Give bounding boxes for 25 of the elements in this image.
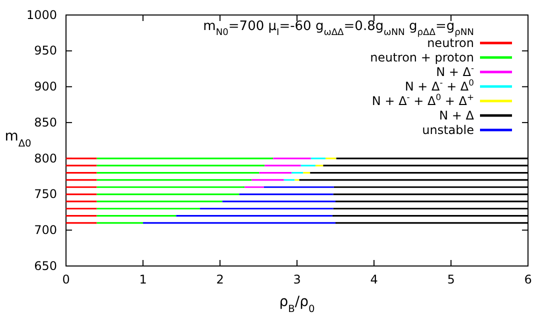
x-tick-label: 6 <box>524 272 532 287</box>
x-tick-label: 5 <box>447 272 455 287</box>
y-tick-label: 1000 <box>26 8 57 22</box>
y-tick-label: 750 <box>34 187 57 202</box>
y-tick-label: 650 <box>34 258 57 273</box>
legend-label: unstable <box>422 123 474 137</box>
y-tick-label: 800 <box>34 151 57 166</box>
y-tick-label: 850 <box>34 115 57 130</box>
x-tick-label: 3 <box>293 272 301 287</box>
legend-label: N + Δ <box>439 108 475 122</box>
text: m$_{N0}$=700 μ$_{I}$=-60 g$_{ωΔΔ}$=0.8g$_{ωNN}$ g$_{ρΔΔ}$=g$_{ρNN}$ <box>203 19 474 38</box>
y-axis-title: m$_{Δ0}$ <box>4 128 32 149</box>
legend-label: neutron <box>427 36 474 50</box>
x-tick-label: 4 <box>370 272 378 287</box>
y-tick-label: 700 <box>34 222 57 237</box>
x-tick-label: 1 <box>139 272 147 287</box>
legend-label: neutron + proton <box>370 50 474 64</box>
legend-label: N + Δ$^{-}$ <box>436 63 474 79</box>
legend-label: N + Δ$^{-}$ + Δ$^{0}$ <box>404 78 474 94</box>
y-tick-label: 900 <box>34 80 57 94</box>
x-tick-label: 2 <box>216 272 224 287</box>
x-axis-title: ρ$_{B}$/ρ$_{0}$ <box>279 294 315 314</box>
x-tick-label: 0 <box>62 272 70 287</box>
y-tick-label: 950 <box>34 44 57 58</box>
legend-label: N + Δ$^{-}$ + Δ$^{0}$ + Δ$^{+}$ <box>372 92 474 108</box>
